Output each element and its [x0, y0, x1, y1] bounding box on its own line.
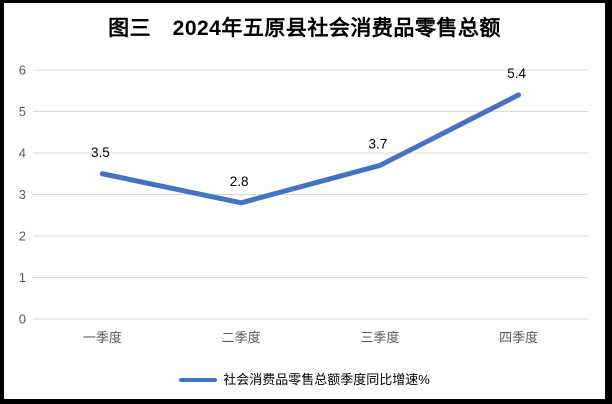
x-axis-category-label: 二季度 — [222, 330, 261, 345]
y-axis-tick-label: 5 — [19, 104, 26, 119]
x-axis-category-label: 三季度 — [360, 330, 399, 345]
data-point-label: 2.8 — [230, 174, 249, 189]
data-point-label: 3.5 — [91, 145, 110, 160]
y-axis-tick-label: 1 — [19, 270, 26, 285]
legend-line-swatch — [179, 377, 218, 382]
data-series-line — [99, 92, 522, 206]
legend: 社会消费品零售总额季度同比增速% — [4, 373, 605, 386]
chart-title: 图三 2024年五原县社会消费品零售总额 — [108, 17, 501, 40]
x-axis-category-label: 四季度 — [499, 330, 538, 345]
line-chart: 0 1 2 3 4 5 6 一季度 二季度 三季度 四季度 3.5 2.8 3.7 5.4 — [19, 63, 588, 345]
y-axis-tick-label: 0 — [19, 312, 26, 327]
y-axis-tick-label: 4 — [19, 146, 26, 161]
y-axis-tick-label: 6 — [19, 63, 26, 78]
y-axis-tick-label: 3 — [19, 187, 26, 202]
x-axis-category-label: 一季度 — [83, 330, 122, 345]
data-point-label: 3.7 — [368, 136, 387, 151]
y-axis-tick-label: 2 — [19, 229, 26, 244]
data-point-label: 5.4 — [507, 66, 526, 81]
legend-series-label: 社会消费品零售总额季度同比增速% — [223, 372, 430, 387]
